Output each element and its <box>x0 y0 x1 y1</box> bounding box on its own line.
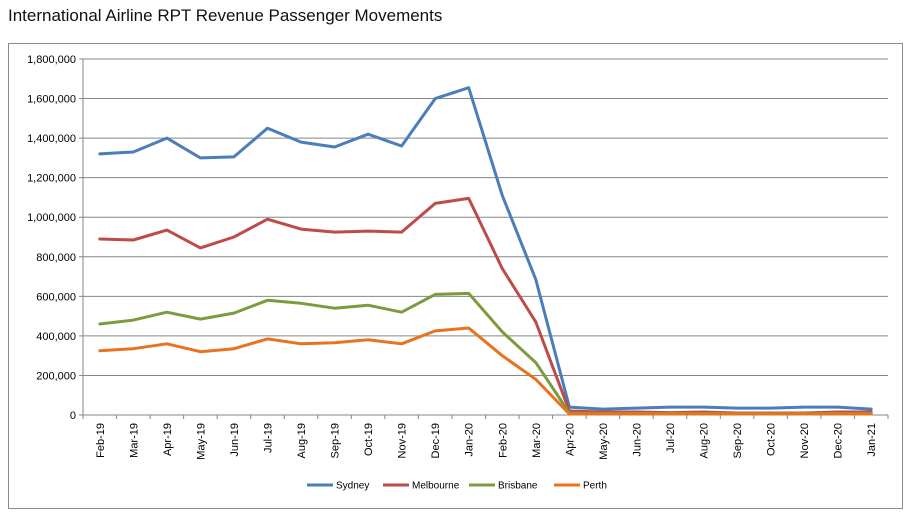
x-tick-label: Mar-20 <box>531 423 543 458</box>
x-tick-label: Jul-20 <box>665 423 677 453</box>
x-tick-label: Feb-19 <box>95 423 107 458</box>
x-tick-label: Oct-20 <box>766 423 778 456</box>
x-tick-label: Jan-20 <box>464 423 476 457</box>
y-tick-label: 800,000 <box>36 252 76 264</box>
y-tick-label: 1,400,000 <box>27 133 76 145</box>
legend-label-melbourne: Melbourne <box>412 481 460 492</box>
x-tick-label: May-19 <box>195 423 207 460</box>
x-tick-label: Nov-19 <box>397 423 409 458</box>
x-tick-label: Jan-21 <box>866 423 878 457</box>
series-line-sydney <box>98 86 873 411</box>
legend-label-sydney: Sydney <box>336 481 369 492</box>
y-tick-label: 400,000 <box>36 331 76 343</box>
x-tick-label: Oct-19 <box>363 423 375 456</box>
x-tick-label: Jun-19 <box>229 423 241 457</box>
plot-area <box>83 59 888 415</box>
y-tick-label: 0 <box>70 410 76 422</box>
y-tick-label: 1,600,000 <box>27 94 76 106</box>
legend-label-perth: Perth <box>583 481 607 492</box>
x-tick-label: Dec-19 <box>430 423 442 458</box>
x-tick-label: Jul-19 <box>262 423 274 453</box>
y-tick-label: 1,800,000 <box>27 54 76 66</box>
chart-area <box>8 43 903 509</box>
x-tick-label: Aug-20 <box>699 423 711 458</box>
y-tick-label: 1,000,000 <box>27 212 76 224</box>
x-tick-label: Mar-19 <box>128 423 140 458</box>
chart-title: International Airline RPT Revenue Passen… <box>8 6 443 25</box>
y-tick-label: 1,200,000 <box>27 173 76 185</box>
x-tick-label: Nov-20 <box>799 423 811 458</box>
legend-label-brisbane: Brisbane <box>498 481 538 492</box>
x-tick-label: Dec-20 <box>833 423 845 458</box>
y-tick-label: 200,000 <box>36 370 76 382</box>
x-tick-label: Jun-20 <box>631 423 643 457</box>
y-tick-label: 600,000 <box>36 291 76 303</box>
x-tick-label: Apr-20 <box>564 423 576 456</box>
x-tick-label: Sep-19 <box>330 423 342 458</box>
x-tick-label: Feb-20 <box>497 423 509 458</box>
x-tick-label: Aug-19 <box>296 423 308 458</box>
x-tick-label: Sep-20 <box>732 423 744 458</box>
x-tick-label: May-20 <box>598 423 610 460</box>
x-tick-label: Apr-19 <box>162 423 174 456</box>
series-line-perth <box>98 326 873 416</box>
